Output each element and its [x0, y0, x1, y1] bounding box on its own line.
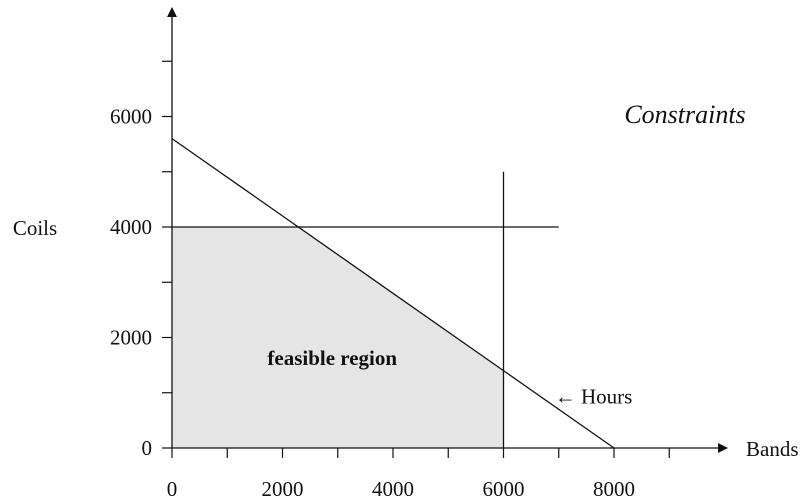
x-tick-label: 0 [167, 477, 178, 497]
hours-annotation: ← Hours [555, 384, 633, 408]
feasible-region-label: feasible region [267, 346, 397, 370]
y-tick-label: 2000 [110, 326, 152, 350]
y-axis-tick-labels: 0 2000 4000 6000 [110, 105, 152, 461]
y-tick-label: 4000 [110, 215, 152, 239]
x-tick-label: 6000 [483, 477, 525, 497]
feasible-region-area [172, 227, 504, 448]
y-axis-title: Coils [13, 216, 57, 240]
x-tick-label: 2000 [262, 477, 304, 497]
y-tick-label: 6000 [110, 105, 152, 129]
x-tick-label: 4000 [372, 477, 414, 497]
x-tick-label: 8000 [593, 477, 635, 497]
x-axis-ticks [171, 448, 670, 458]
constraint-line-1 [171, 138, 615, 449]
x-axis-tick-labels: 0 2000 4000 6000 8000 [167, 477, 635, 497]
y-tick-label: 0 [142, 436, 153, 460]
x-axis-title: Bands [746, 437, 799, 461]
y-axis-ticks [162, 60, 172, 449]
chart-title: Constraints [624, 100, 745, 129]
constraint-lines [171, 138, 615, 449]
